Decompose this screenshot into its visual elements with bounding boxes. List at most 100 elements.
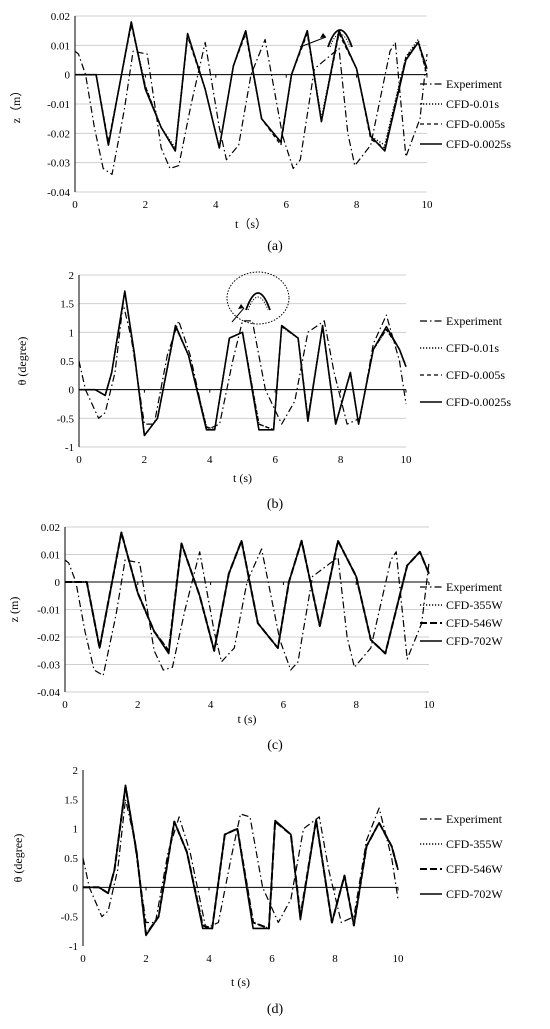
legend-label: CFD-355W: [446, 837, 503, 851]
y-axis-label: θ (degree): [15, 337, 29, 386]
series-line-cfd-0-0025s: [75, 21, 428, 152]
x-tick-label: 0: [76, 454, 82, 466]
x-tick-label: 8: [332, 953, 338, 965]
x-tick-label: 4: [207, 454, 213, 466]
y-tick-label: -0.02: [37, 632, 60, 644]
chart-panel-3: 21.510.50-0.5-10 2 4 6 8 10t (s)θ (degree)Exp…: [11, 765, 503, 1017]
y-tick-label: 0.02: [51, 11, 70, 23]
zoom-arrow-head: [320, 33, 326, 38]
zoom-peak-curve: [245, 292, 271, 311]
y-tick-label: -0.5: [61, 912, 79, 924]
x-tick-label: 10: [422, 199, 434, 211]
x-tick-label: 6: [283, 199, 289, 211]
y-tick-label: -0.03: [37, 660, 60, 672]
zoom-arrow-head: [238, 304, 244, 309]
legend-label: CFD-0.01s: [446, 341, 499, 355]
series-line-cfd-0-0025s: [79, 290, 407, 437]
y-tick-label: 0: [65, 70, 71, 82]
chart-panel-0: 0.020.010-0.01-0.02-0.03-0.040 2 4 6 8 10t（s）…: [9, 11, 511, 254]
y-tick-label: -1: [69, 941, 78, 953]
y-tick-label: 1: [73, 824, 79, 836]
y-tick-label: -0.02: [47, 128, 70, 140]
y-tick-label: -0.5: [57, 413, 75, 425]
y-tick-label: 0.01: [41, 550, 60, 562]
x-tick-label: 2: [143, 953, 149, 965]
x-tick-label: 8: [338, 454, 344, 466]
series-line-experiment: [78, 303, 407, 431]
x-tick-label: 0: [80, 953, 86, 965]
x-tick-label: 8: [353, 699, 359, 711]
legend-label: CFD-702W: [446, 634, 503, 648]
legend-label: CFD-546W: [446, 862, 503, 876]
y-tick-label: 0.01: [51, 40, 70, 52]
legend-label: CFD-546W: [446, 616, 503, 630]
x-axis-label: t (s): [231, 975, 250, 989]
legend-label: Experiment: [446, 812, 503, 826]
y-tick-label: -0.01: [37, 605, 60, 617]
series-line-experiment: [74, 38, 428, 175]
panel-caption: (a): [267, 239, 283, 254]
zoom-peak-curve: [329, 33, 351, 48]
y-tick-label: -0.03: [47, 158, 70, 170]
legend-label: CFD-0.005s: [446, 117, 505, 131]
y-tick-label: 0: [73, 882, 79, 894]
y-tick-label: 1: [69, 327, 75, 339]
legend-label: CFD-702W: [446, 887, 503, 901]
x-axis-label: t (s): [238, 712, 257, 726]
y-tick-label: -0.01: [47, 99, 70, 111]
x-tick-label: 10: [393, 953, 405, 965]
y-tick-label: 0: [69, 385, 75, 397]
zoom-peak-curve: [327, 29, 353, 48]
y-axis-label: z (m): [7, 597, 21, 623]
y-tick-label: 0.5: [64, 853, 78, 865]
series-line-cfd-702w: [83, 784, 399, 937]
x-tick-label: 6: [281, 699, 287, 711]
x-tick-label: 2: [143, 199, 149, 211]
zoom-arrow: [299, 36, 327, 48]
zoom-arrow: [231, 307, 245, 323]
x-tick-label: 10: [424, 699, 436, 711]
chart-panel-1: 21.510.50-0.5-10 2 4 6 8 10t (s)θ (degree)Exp…: [15, 270, 511, 512]
y-tick-label: 1.5: [64, 794, 78, 806]
x-tick-label: 0: [62, 699, 68, 711]
x-tick-label: 4: [213, 199, 219, 211]
y-axis-label: z（m）: [9, 85, 23, 124]
y-tick-label: 0.02: [41, 522, 60, 534]
zoom-peak-curve: [247, 296, 269, 311]
legend-label: CFD-355W: [446, 598, 503, 612]
panel-caption: (d): [267, 1002, 284, 1017]
y-tick-label: 2: [73, 765, 79, 777]
x-tick-label: 2: [135, 699, 141, 711]
x-tick-label: 4: [208, 699, 214, 711]
x-tick-label: 0: [72, 199, 78, 211]
panel-caption: (b): [267, 497, 284, 512]
y-axis-label: θ (degree): [11, 834, 25, 883]
zoom-circle: [226, 271, 290, 325]
y-tick-label: 0: [55, 577, 61, 589]
legend-label: Experiment: [446, 314, 503, 328]
y-tick-label: -1: [65, 442, 74, 454]
chart-panel-2: 0.020.010-0.01-0.02-0.03-0.040 2 4 6 8 10t (s…: [7, 522, 503, 753]
x-tick-label: 2: [142, 454, 148, 466]
series-line-cfd-702w: [65, 531, 430, 655]
panel-caption: (c): [267, 738, 283, 753]
y-tick-label: 1.5: [60, 299, 74, 311]
x-tick-label: 6: [269, 953, 275, 965]
x-tick-label: 6: [272, 454, 278, 466]
x-axis-label: t (s): [233, 471, 252, 485]
y-tick-label: -0.04: [47, 187, 70, 199]
series-line-experiment: [64, 548, 430, 677]
x-axis-label: t（s）: [235, 217, 267, 231]
x-tick-label: 8: [354, 199, 360, 211]
legend-label: CFD-0.0025s: [446, 137, 511, 151]
y-tick-label: 0.5: [60, 356, 74, 368]
legend-label: CFD-0.005s: [446, 368, 505, 382]
x-tick-label: 4: [206, 953, 212, 965]
y-tick-label: 2: [69, 270, 75, 282]
legend-label: CFD-0.01s: [446, 97, 499, 111]
legend-label: CFD-0.0025s: [446, 395, 511, 409]
legend-label: Experiment: [446, 77, 503, 91]
series-line-experiment: [82, 798, 399, 929]
y-tick-label: -0.04: [37, 687, 60, 699]
